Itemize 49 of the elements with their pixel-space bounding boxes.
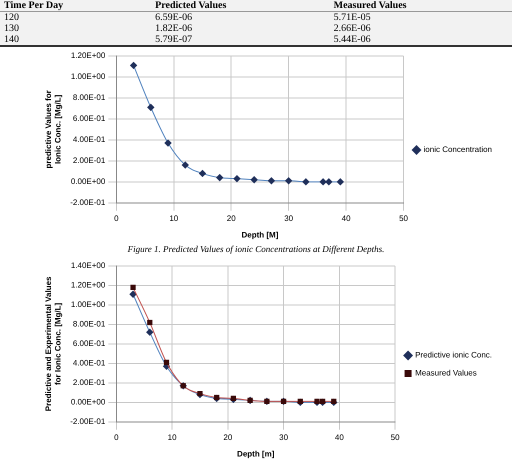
text: 130 — [0, 23, 152, 34]
x-tick-label: 40 — [334, 432, 344, 442]
x-tick-label: 30 — [284, 214, 294, 223]
x-tick-label: 0 — [114, 432, 120, 442]
y-tick-label: 6.00E-01 — [72, 114, 106, 124]
x-tick-label: 10 — [169, 214, 179, 223]
x-tick-label: 10 — [168, 432, 178, 442]
legend-label: Measured Values — [415, 368, 477, 378]
x-tick-label: 50 — [390, 432, 400, 442]
x-tick-label: 30 — [279, 432, 289, 442]
y-tick-label: 1.20E+00 — [70, 280, 106, 290]
x-axis-title: Depth [m] — [237, 449, 275, 458]
y-tick-label: 8.00E-01 — [72, 93, 106, 102]
text: 5.79E-07 — [151, 34, 330, 46]
y-tick-label: 1.00E+00 — [70, 300, 106, 310]
y-tick-label: 6.00E-01 — [72, 339, 106, 348]
x-axis-title: Depth [M] — [241, 230, 279, 240]
y-tick-label: 8.00E-01 — [72, 320, 106, 329]
y-tick-label: -2.00E-01 — [70, 198, 106, 208]
x-tick-label: 0 — [114, 214, 120, 223]
y-tick-label: 4.00E-01 — [72, 135, 106, 144]
x-tick-label: 20 — [226, 214, 236, 223]
y-tick-label: 4.00E-01 — [72, 358, 106, 368]
y-tick-label: 1.20E+00 — [70, 51, 106, 60]
category-label: Predicted Values — [151, 0, 330, 12]
legend-label: Predictive ionic Conc. — [415, 350, 492, 360]
text: 5.71E-05 — [330, 12, 512, 23]
caption: Figure 1. Predicted Values of ionic Concentrations at Different Depths. — [126, 244, 386, 254]
text: 5.44E-06 — [330, 34, 512, 46]
y-tick-label: 0.00E+00 — [70, 177, 106, 186]
legend-label: ionic Concentration — [424, 145, 492, 154]
y-tick-label: 1.00E+00 — [70, 72, 106, 82]
y-axis-title: predictive Values for Ionic Conc. [Mg/L] — [44, 90, 63, 169]
y-tick-label: -2.00E-01 — [70, 417, 106, 426]
y-axis-title: Predictive and Experimental Values for Ionic Conc. [Mg/L] — [44, 276, 63, 412]
text: 120 — [0, 12, 152, 23]
text: 140 — [0, 34, 152, 46]
y-tick-label: 2.00E-01 — [72, 378, 106, 388]
category-label: Measured Values — [330, 0, 512, 12]
text: 6.59E-06 — [151, 12, 330, 23]
y-tick-label: 1.40E+00 — [70, 261, 106, 270]
x-tick-label: 20 — [223, 432, 233, 442]
x-tick-label: 50 — [399, 214, 409, 223]
y-tick-label: 0.00E+00 — [70, 398, 106, 407]
x-tick-label: 40 — [342, 214, 352, 223]
text: 2.66E-06 — [330, 23, 512, 34]
y-tick-label: 2.00E-01 — [72, 156, 106, 166]
text: 1.82E-06 — [151, 23, 330, 34]
category-label: Time Per Day — [0, 0, 152, 12]
